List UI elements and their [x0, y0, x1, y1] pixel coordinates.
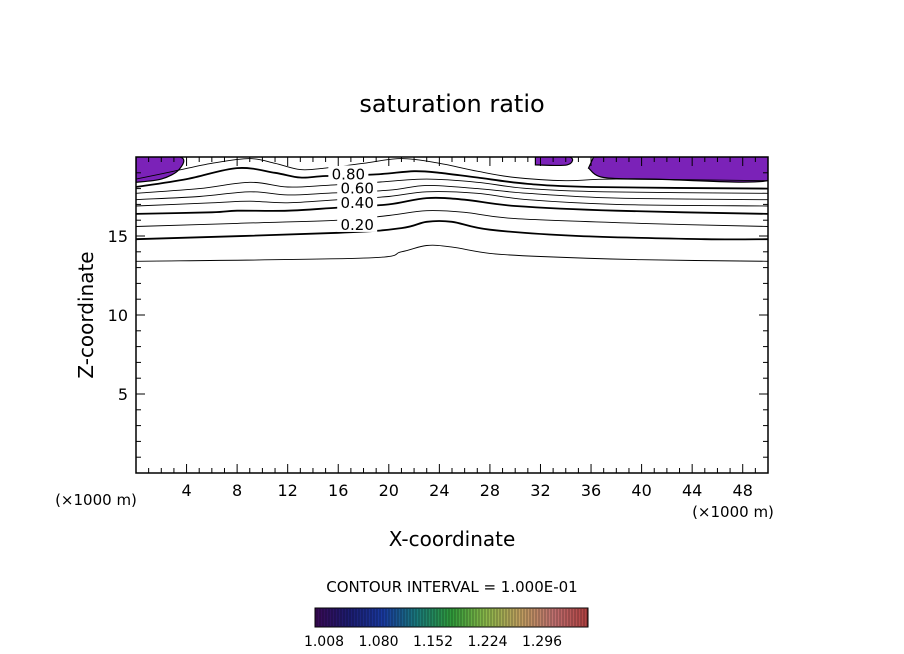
contour-line	[136, 220, 768, 241]
contour-lines	[136, 158, 768, 262]
colorbar-labels: 1.008 1.080 1.152 1.224 1.296	[304, 634, 562, 650]
contour-labels: 0.800.600.40 0.20	[328, 165, 378, 234]
x-tick-label: 40	[631, 481, 651, 500]
contour-line	[136, 178, 768, 194]
contour-line	[136, 191, 768, 207]
colorbar-label: 1.008	[304, 634, 344, 650]
colorbar	[314, 607, 589, 628]
shaded-region	[136, 157, 185, 183]
shaded-regions	[136, 157, 768, 183]
x-unit-label-left: (×1000 m)	[55, 491, 137, 509]
colorbar-label: 1.224	[467, 634, 507, 650]
x-tick-label: 48	[733, 481, 753, 500]
x-tick-label: 44	[682, 481, 702, 500]
y-axis-ticks: 5 10 15	[108, 172, 768, 458]
contour-line	[136, 196, 768, 215]
colorbar-label: 1.296	[522, 634, 562, 650]
contour-label: 0.20	[340, 216, 373, 234]
contour-line	[136, 167, 768, 190]
plot-area: 0.800.600.40 0.20	[136, 157, 768, 262]
x-tick-label: 8	[232, 481, 242, 500]
x-tick-label: 4	[181, 481, 191, 500]
colorbar-label: 1.080	[358, 634, 398, 650]
x-tick-label: 28	[480, 481, 500, 500]
x-tick-label: 32	[530, 481, 550, 500]
contour-label-bg	[328, 165, 369, 182]
contour-label: 0.60	[340, 180, 373, 198]
colorbar-stripes	[316, 609, 588, 626]
colorbar-label: 1.152	[413, 634, 453, 650]
shaded-region	[534, 157, 574, 167]
x-axis-label: X-coordinate	[389, 527, 516, 551]
x-tick-label: 12	[278, 481, 298, 500]
y-tick-label: 15	[108, 227, 128, 246]
x-tick-label: 20	[379, 481, 399, 500]
x-tick-label: 24	[429, 481, 449, 500]
contour-label-bg	[337, 193, 378, 210]
x-unit-label-right: (×1000 m)	[692, 503, 774, 521]
contour-line	[136, 210, 768, 227]
shaded-region	[587, 157, 768, 183]
contour-label: 0.40	[340, 194, 373, 212]
x-axis-ticks: 4 8 12 16 20 24 28 32 36 40 44 48	[148, 157, 756, 500]
contour-label-bg	[337, 215, 378, 232]
contour-line	[136, 184, 768, 201]
x-tick-label: 36	[581, 481, 601, 500]
y-tick-label: 5	[118, 385, 128, 404]
contour-line	[136, 158, 768, 182]
plot-frame	[135, 156, 769, 474]
contour-label: 0.80	[332, 165, 365, 183]
contour-label-bg	[337, 179, 378, 196]
y-axis-label: Z-coordinate	[74, 251, 98, 378]
y-tick-label: 10	[108, 306, 128, 325]
chart-title: saturation ratio	[359, 90, 544, 118]
contour-line	[136, 244, 768, 262]
contour-interval-label: CONTOUR INTERVAL = 1.000E-01	[326, 578, 577, 596]
x-tick-label: 16	[328, 481, 348, 500]
